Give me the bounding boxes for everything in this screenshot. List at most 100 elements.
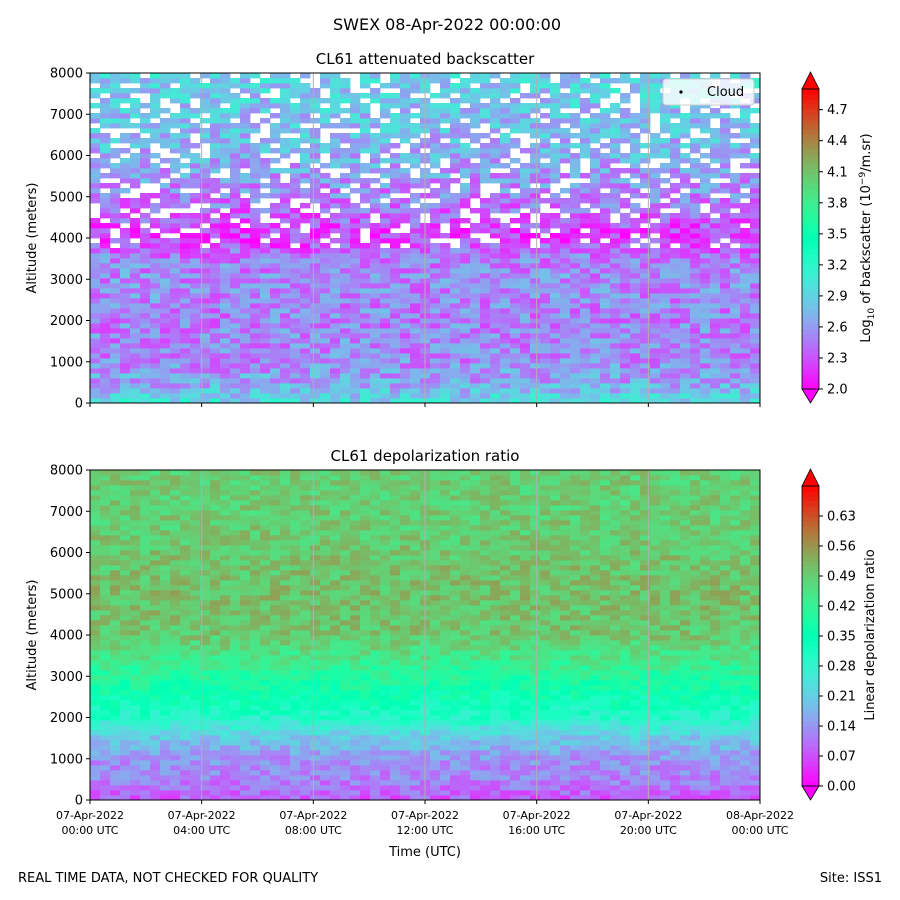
heatmap-cell <box>600 750 611 756</box>
heatmap-cell <box>640 318 651 324</box>
heatmap-cell <box>520 73 531 79</box>
heatmap-cell <box>650 143 661 149</box>
heatmap-cell <box>490 218 501 224</box>
heatmap-cell <box>290 248 301 254</box>
heatmap-cell <box>480 278 491 284</box>
heatmap-cell <box>620 108 631 114</box>
heatmap-cell <box>360 780 371 786</box>
heatmap-cell <box>190 83 201 89</box>
heatmap-cell <box>200 98 211 104</box>
heatmap-cell <box>410 238 421 244</box>
heatmap-cell <box>380 308 391 314</box>
heatmap-cell <box>630 383 641 389</box>
heatmap-cell <box>400 218 411 224</box>
heatmap-cell <box>350 143 361 149</box>
heatmap-cell <box>560 223 571 229</box>
heatmap-cell <box>160 780 171 786</box>
heatmap-cell <box>610 378 621 384</box>
heatmap-cell <box>270 785 281 791</box>
heatmap-cell <box>620 178 631 184</box>
heatmap-cell <box>220 348 231 354</box>
heatmap-cell <box>460 243 471 249</box>
heatmap-cell <box>290 218 301 224</box>
heatmap-cell <box>680 313 691 319</box>
heatmap-cell <box>110 73 121 79</box>
heatmap-cell <box>280 323 291 329</box>
heatmap-cell <box>710 203 721 209</box>
heatmap-cell <box>700 273 711 279</box>
heatmap-cell <box>300 765 311 771</box>
heatmap-cell <box>480 755 491 761</box>
heatmap-cell <box>610 785 621 791</box>
heatmap-cell <box>350 745 361 751</box>
heatmap-cell <box>400 775 411 781</box>
heatmap-cell <box>730 198 741 204</box>
heatmap-cell <box>120 133 131 139</box>
heatmap-cell <box>110 298 121 304</box>
heatmap-cell <box>680 383 691 389</box>
heatmap-cell <box>470 258 481 264</box>
heatmap-cell <box>530 278 541 284</box>
heatmap-cell <box>390 780 401 786</box>
heatmap-cell <box>350 258 361 264</box>
heatmap-cell <box>130 363 141 369</box>
heatmap-cell <box>340 208 351 214</box>
heatmap-cell <box>660 153 671 159</box>
heatmap-cell <box>150 328 161 334</box>
heatmap-cell <box>290 760 301 766</box>
heatmap-cell <box>750 183 761 189</box>
heatmap-cell <box>320 373 331 379</box>
heatmap-cell <box>750 770 761 776</box>
heatmap-cell <box>130 173 141 179</box>
heatmap-cell <box>100 183 111 189</box>
heatmap-cell <box>560 730 571 736</box>
heatmap-cell <box>480 760 491 766</box>
heatmap-cell <box>560 253 571 259</box>
suptitle: SWEX 08-Apr-2022 00:00:00 <box>333 15 561 34</box>
heatmap-cell <box>280 213 291 219</box>
heatmap-cell <box>570 273 581 279</box>
heatmap-cell <box>480 143 491 149</box>
heatmap-cell <box>380 168 391 174</box>
heatmap-cell <box>630 158 641 164</box>
heatmap-cell <box>540 750 551 756</box>
heatmap-cell <box>160 388 171 394</box>
heatmap-cell <box>310 765 321 771</box>
heatmap-cell <box>250 183 261 189</box>
heatmap-cell <box>520 273 531 279</box>
heatmap-cell <box>130 228 141 234</box>
heatmap-cell <box>640 283 651 289</box>
heatmap-cell <box>230 333 241 339</box>
heatmap-cell <box>140 358 151 364</box>
heatmap-cell <box>240 313 251 319</box>
heatmap-cell <box>330 78 341 84</box>
heatmap-cell <box>320 123 331 129</box>
heatmap-cell <box>180 133 191 139</box>
heatmap-cell <box>540 218 551 224</box>
heatmap-cell <box>250 148 261 154</box>
heatmap-cell <box>750 203 761 209</box>
heatmap-cell <box>90 785 101 791</box>
heatmap-cell <box>360 373 371 379</box>
heatmap-cell <box>510 785 521 791</box>
heatmap-cell <box>210 198 221 204</box>
heatmap-cell <box>750 373 761 379</box>
heatmap-cell <box>520 123 531 129</box>
heatmap-cell <box>340 293 351 299</box>
heatmap-cell <box>430 735 441 741</box>
heatmap-cell <box>340 308 351 314</box>
heatmap-cell <box>750 228 761 234</box>
heatmap-cell <box>720 188 731 194</box>
heatmap-cell <box>600 158 611 164</box>
heatmap-cell <box>720 123 731 129</box>
heatmap-cell <box>710 378 721 384</box>
heatmap-cell <box>650 770 661 776</box>
heatmap-cell <box>330 73 341 79</box>
heatmap-cell <box>490 750 501 756</box>
heatmap-cell <box>150 333 161 339</box>
heatmap-cell <box>690 193 701 199</box>
heatmap-cell <box>650 750 661 756</box>
heatmap-cell <box>700 168 711 174</box>
heatmap-cell <box>220 138 231 144</box>
